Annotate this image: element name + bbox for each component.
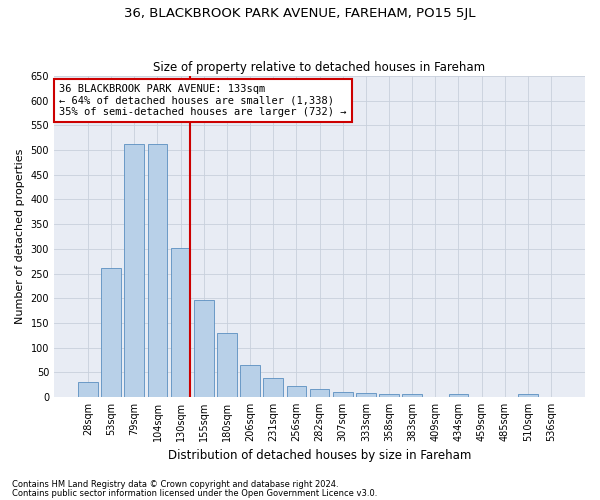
Bar: [171, 248, 190, 397]
Bar: [240, 365, 260, 397]
Text: Contains public sector information licensed under the Open Government Licence v3: Contains public sector information licen…: [12, 489, 377, 498]
Text: 36 BLACKBROOK PARK AVENUE: 133sqm
← 64% of detached houses are smaller (1,338)
3: 36 BLACKBROOK PARK AVENUE: 133sqm ← 64% …: [59, 84, 347, 117]
Bar: [449, 394, 468, 397]
Text: Contains HM Land Registry data © Crown copyright and database right 2024.: Contains HM Land Registry data © Crown c…: [12, 480, 338, 489]
Bar: [78, 382, 98, 397]
Bar: [217, 333, 237, 397]
Bar: [356, 394, 376, 397]
Text: 36, BLACKBROOK PARK AVENUE, FAREHAM, PO15 5JL: 36, BLACKBROOK PARK AVENUE, FAREHAM, PO1…: [124, 8, 476, 20]
Bar: [518, 394, 538, 397]
Bar: [148, 144, 167, 397]
Bar: [287, 386, 306, 397]
X-axis label: Distribution of detached houses by size in Fareham: Distribution of detached houses by size …: [168, 450, 471, 462]
Bar: [310, 389, 329, 397]
Y-axis label: Number of detached properties: Number of detached properties: [15, 149, 25, 324]
Bar: [194, 300, 214, 397]
Title: Size of property relative to detached houses in Fareham: Size of property relative to detached ho…: [154, 60, 485, 74]
Bar: [402, 394, 422, 397]
Bar: [263, 378, 283, 397]
Bar: [101, 268, 121, 397]
Bar: [333, 392, 353, 397]
Bar: [124, 144, 144, 397]
Bar: [379, 394, 399, 397]
